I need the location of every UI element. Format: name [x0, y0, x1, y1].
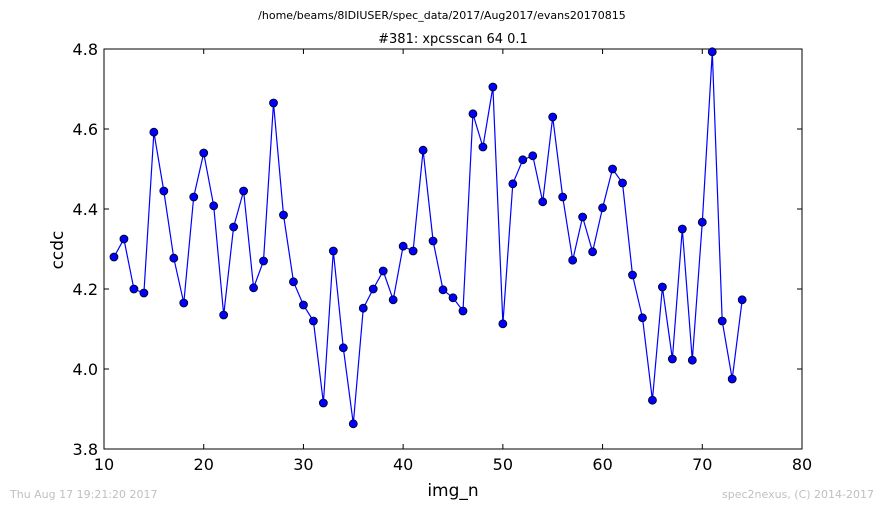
data-point — [219, 310, 229, 320]
data-point — [259, 256, 268, 266]
data-point — [388, 295, 398, 305]
data-point — [717, 316, 727, 326]
x-tick-label: 60 — [592, 455, 612, 474]
y-tick-label: 4.2 — [73, 280, 98, 299]
data-point — [368, 284, 378, 294]
data-point — [608, 164, 617, 174]
data-point — [299, 300, 308, 310]
data-point — [159, 186, 169, 196]
data-point — [338, 343, 348, 353]
data-point — [687, 355, 697, 365]
data-point — [488, 82, 498, 92]
x-tick-label: 70 — [692, 455, 712, 474]
data-point — [229, 222, 239, 232]
data-point — [398, 241, 408, 251]
data-point — [538, 197, 548, 207]
data-point — [149, 127, 159, 137]
x-axis-label: img_n — [427, 481, 478, 501]
footer-credit: spec2nexus, (C) 2014-2017 — [722, 488, 874, 501]
data-point — [358, 303, 368, 313]
data-point — [239, 186, 249, 196]
data-point — [209, 201, 219, 211]
data-point — [568, 255, 578, 265]
data-point — [318, 398, 328, 408]
data-point — [478, 142, 488, 152]
data-point — [109, 252, 119, 262]
file-path-title: /home/beams/8IDIUSER/spec_data/2017/Aug2… — [258, 9, 626, 22]
data-point — [578, 212, 588, 222]
data-point — [498, 319, 508, 329]
y-tick-label: 3.8 — [73, 440, 98, 459]
data-point — [438, 285, 448, 295]
y-tick-label: 4.6 — [73, 120, 98, 139]
data-point — [408, 246, 418, 256]
data-point — [697, 217, 707, 227]
tick-labels: 10 20 30 40 50 60 70 80 3.8 4.0 4.2 4.4 4.6 4.8 — [73, 40, 813, 474]
y-tick-label: 4.4 — [73, 200, 98, 219]
data-point — [667, 354, 677, 364]
x-tick-label: 20 — [194, 455, 214, 474]
ccdc-series-markers — [109, 47, 747, 429]
data-point — [558, 192, 568, 202]
data-point — [139, 288, 149, 298]
data-point — [308, 316, 318, 326]
data-point — [707, 47, 717, 57]
data-point — [737, 295, 747, 305]
data-point — [598, 203, 607, 213]
data-point — [129, 284, 139, 294]
data-point — [249, 283, 258, 293]
data-point — [508, 179, 518, 189]
x-tick-label: 30 — [293, 455, 313, 474]
y-tick-label: 4.8 — [73, 40, 98, 59]
data-point — [677, 224, 687, 234]
data-point — [169, 253, 179, 263]
x-tick-label: 10 — [94, 455, 114, 474]
data-point — [518, 155, 528, 165]
y-axis-label: ccdc — [48, 231, 68, 270]
data-point — [189, 192, 199, 202]
data-point — [588, 247, 597, 257]
data-point — [348, 419, 358, 429]
y-tick-label: 4.0 — [73, 360, 98, 379]
data-point — [548, 112, 558, 122]
axis-ticks — [103, 48, 803, 450]
data-point — [289, 277, 298, 287]
footer-timestamp: Thu Aug 17 19:21:20 2017 — [10, 488, 158, 501]
data-point — [528, 151, 538, 161]
plot-area-frame — [103, 48, 803, 450]
data-point — [727, 374, 737, 384]
data-point — [618, 178, 627, 188]
data-point — [199, 148, 209, 158]
data-point — [658, 282, 667, 292]
data-point — [179, 298, 189, 308]
plot-title: #381: xpcsscan 64 0.1 — [378, 32, 528, 47]
data-point — [119, 234, 129, 244]
data-point — [269, 98, 278, 108]
data-point — [448, 293, 458, 303]
data-point — [638, 313, 647, 323]
x-tick-label: 50 — [493, 455, 513, 474]
data-point — [628, 270, 637, 280]
data-point — [458, 306, 468, 316]
data-point — [279, 210, 288, 220]
x-tick-label: 80 — [792, 455, 812, 474]
data-point — [418, 145, 428, 155]
data-point — [428, 236, 438, 246]
ccdc-series-line — [113, 51, 743, 424]
data-point — [378, 266, 388, 276]
data-point — [648, 395, 657, 405]
x-tick-label: 40 — [393, 455, 413, 474]
data-point — [328, 246, 338, 256]
data-point — [468, 109, 478, 119]
